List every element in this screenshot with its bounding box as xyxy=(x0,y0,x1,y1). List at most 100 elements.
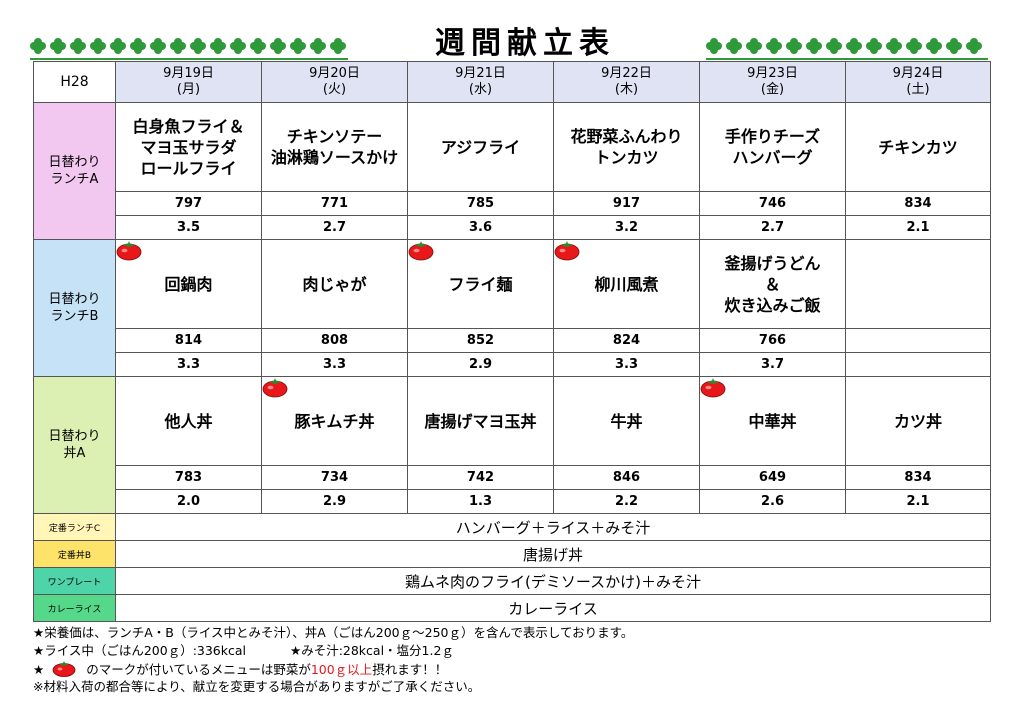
day-header: 9月22日 (木) xyxy=(553,61,700,103)
dish-cell: チキンソテー 油淋鶏ソースかけ xyxy=(261,102,408,192)
energy-cell: 766 xyxy=(699,328,846,353)
dish-cell: 釜揚げうどん＆炊き込みご飯 xyxy=(699,239,846,329)
dish-cell: アジフライ xyxy=(407,102,554,192)
day-of-week: (金) xyxy=(760,82,785,97)
clover-icon xyxy=(766,37,783,55)
note-disclaimer: ※材料入荷の都合等により、献立を変更する場合がありますがご了承ください。 xyxy=(33,679,481,694)
clover-icon xyxy=(230,37,247,55)
dish-cell: 回鍋肉 xyxy=(115,239,262,329)
energy-cell: 852 xyxy=(407,328,554,353)
dish-cell: カツ丼 xyxy=(845,376,991,466)
clover-icon xyxy=(290,37,307,55)
salt-cell: 3.6 xyxy=(407,215,554,240)
clover-icon xyxy=(726,37,743,55)
salt-cell: 1.3 xyxy=(407,489,554,514)
dish-line: アジフライ xyxy=(440,137,521,157)
day-date: 9月22日 xyxy=(601,66,652,81)
day-header: 9月24日 (土) xyxy=(845,61,991,103)
clover-icon xyxy=(866,37,883,55)
clover-icon xyxy=(846,37,863,55)
lunch-b-energy-row: 814 808 852 824 766 xyxy=(34,328,991,353)
clover-icon xyxy=(966,37,983,55)
dish-cell: 花野菜ふんわり トンカツ xyxy=(553,102,700,192)
clover-icon xyxy=(746,37,763,55)
clover-decoration-left xyxy=(30,36,350,56)
tomato-icon xyxy=(554,239,580,261)
fixed-don-b-row: 定番丼B 唐揚げ丼 xyxy=(33,540,991,568)
note-nutrition: ★栄養価は、ランチA・B（ライス中とみそ汁）、丼A（ごはん200ｇ～250ｇ）を… xyxy=(33,625,634,640)
title-row: 週間献立表 xyxy=(0,14,1024,61)
fixed-value: 唐揚げ丼 xyxy=(115,540,991,568)
lunch-a-salt-row: 3.5 2.7 3.6 3.2 2.7 2.1 xyxy=(34,215,991,240)
clover-icon xyxy=(926,37,943,55)
energy-cell: 917 xyxy=(553,191,700,216)
dish-line: カツ丼 xyxy=(893,411,942,431)
dish-line: チキンソテー xyxy=(286,127,383,146)
salt-cell: 2.0 xyxy=(115,489,262,514)
salt-cell: 2.9 xyxy=(261,489,408,514)
clover-icon xyxy=(70,37,87,55)
note-tomato-text: のマークが付いているメニューは野菜が xyxy=(86,662,311,677)
energy-cell: 783 xyxy=(115,465,262,490)
don-a-dish-row: 日替わり 丼A 他人丼 豚キムチ丼 唐揚げマヨ玉丼 牛丼 中華丼 カツ丼 xyxy=(33,376,991,514)
fixed-lunch-c-row: 定番ランチC ハンバーグ＋ライス＋みそ汁 xyxy=(33,513,991,541)
dish-line: 牛丼 xyxy=(610,411,643,431)
note-rice-miso: ★ライス中（ごはん200ｇ）:336kcal ★みそ汁:28kcal・塩分1.2… xyxy=(33,642,993,660)
tomato-icon xyxy=(700,376,726,398)
dish-line: 炊き込みご飯 xyxy=(724,295,821,315)
dish-cell: 豚キムチ丼 xyxy=(261,376,408,466)
fixed-label: カレーライス xyxy=(33,594,116,622)
clover-underline-right xyxy=(706,58,988,60)
note-tomato-end: 摂れます！！ xyxy=(372,662,448,677)
dish-cell: フライ麺 xyxy=(407,239,554,329)
dish-cell: 唐揚げマヨ玉丼 xyxy=(407,376,554,466)
dish-line: 中華丼 xyxy=(748,411,797,431)
day-date: 9月21日 xyxy=(455,66,506,81)
salt-cell: 2.7 xyxy=(261,215,408,240)
don-a-label: 日替わり 丼A xyxy=(33,376,116,514)
lunch-b-label: 日替わり ランチB xyxy=(33,239,116,377)
day-of-week: (水) xyxy=(468,82,493,97)
label-line: 日替わり xyxy=(48,155,101,170)
day-of-week: (火) xyxy=(322,82,347,97)
salt-cell xyxy=(845,352,991,377)
energy-cell: 797 xyxy=(115,191,262,216)
energy-cell: 649 xyxy=(699,465,846,490)
salt-cell: 2.6 xyxy=(699,489,846,514)
dish-line: チキンカツ xyxy=(878,137,958,157)
tomato-icon xyxy=(262,376,288,398)
clover-icon xyxy=(786,37,803,55)
label-line: 日替わり xyxy=(48,292,101,307)
energy-cell: 834 xyxy=(845,465,991,490)
lunch-b-salt-row: 3.3 3.3 2.9 3.3 3.7 xyxy=(34,352,991,377)
salt-cell: 3.3 xyxy=(553,352,700,377)
lunch-a-energy-row: 797 771 785 917 746 834 xyxy=(34,191,991,216)
dish-line: 唐揚げマヨ玉丼 xyxy=(424,411,537,431)
dish-line: ＆ xyxy=(764,274,781,294)
energy-cell: 746 xyxy=(699,191,846,216)
note-tomato: ★ のマークが付いているメニューは野菜が100ｇ以上摂れます！！ xyxy=(33,660,993,678)
note-tomato-amount: 100ｇ以上 xyxy=(310,662,373,677)
clover-icon xyxy=(130,37,147,55)
clover-icon xyxy=(886,37,903,55)
salt-cell: 2.7 xyxy=(699,215,846,240)
day-of-week: (土) xyxy=(906,82,930,97)
dish-line: 花野菜ふんわり xyxy=(570,127,683,146)
energy-cell: 742 xyxy=(407,465,554,490)
lunch-a-dish-row: 日替わり ランチA 白身魚フライ＆ マヨ玉サラダ ロールフライ チキンソテー 油淋鶏ソ… xyxy=(33,102,991,240)
dish-line: 回鍋肉 xyxy=(164,274,213,294)
dish-line: ハンバーグ xyxy=(732,148,813,167)
energy-cell: 814 xyxy=(115,328,262,353)
dish-line: 手作りチーズ xyxy=(724,127,821,146)
dish-line: 他人丼 xyxy=(164,411,213,431)
salt-cell: 2.1 xyxy=(845,215,991,240)
header-row: H28 9月19日 (月) 9月20日 (火) 9月21日 (水) 9月22日 (木) … xyxy=(33,61,991,103)
clover-icon xyxy=(90,37,107,55)
tomato-icon xyxy=(116,239,142,261)
day-header: 9月20日 (火) xyxy=(261,61,408,103)
lunch-a-label: 日替わり ランチA xyxy=(33,102,116,240)
day-of-week: (木) xyxy=(614,82,639,97)
lunch-b-dish-row: 日替わり ランチB 回鍋肉 肉じゃが フライ麺 柳川風煮 釜揚げうどん＆炊き込み… xyxy=(33,239,991,377)
dish-line: 柳川風煮 xyxy=(594,274,659,294)
clover-icon xyxy=(50,37,67,55)
